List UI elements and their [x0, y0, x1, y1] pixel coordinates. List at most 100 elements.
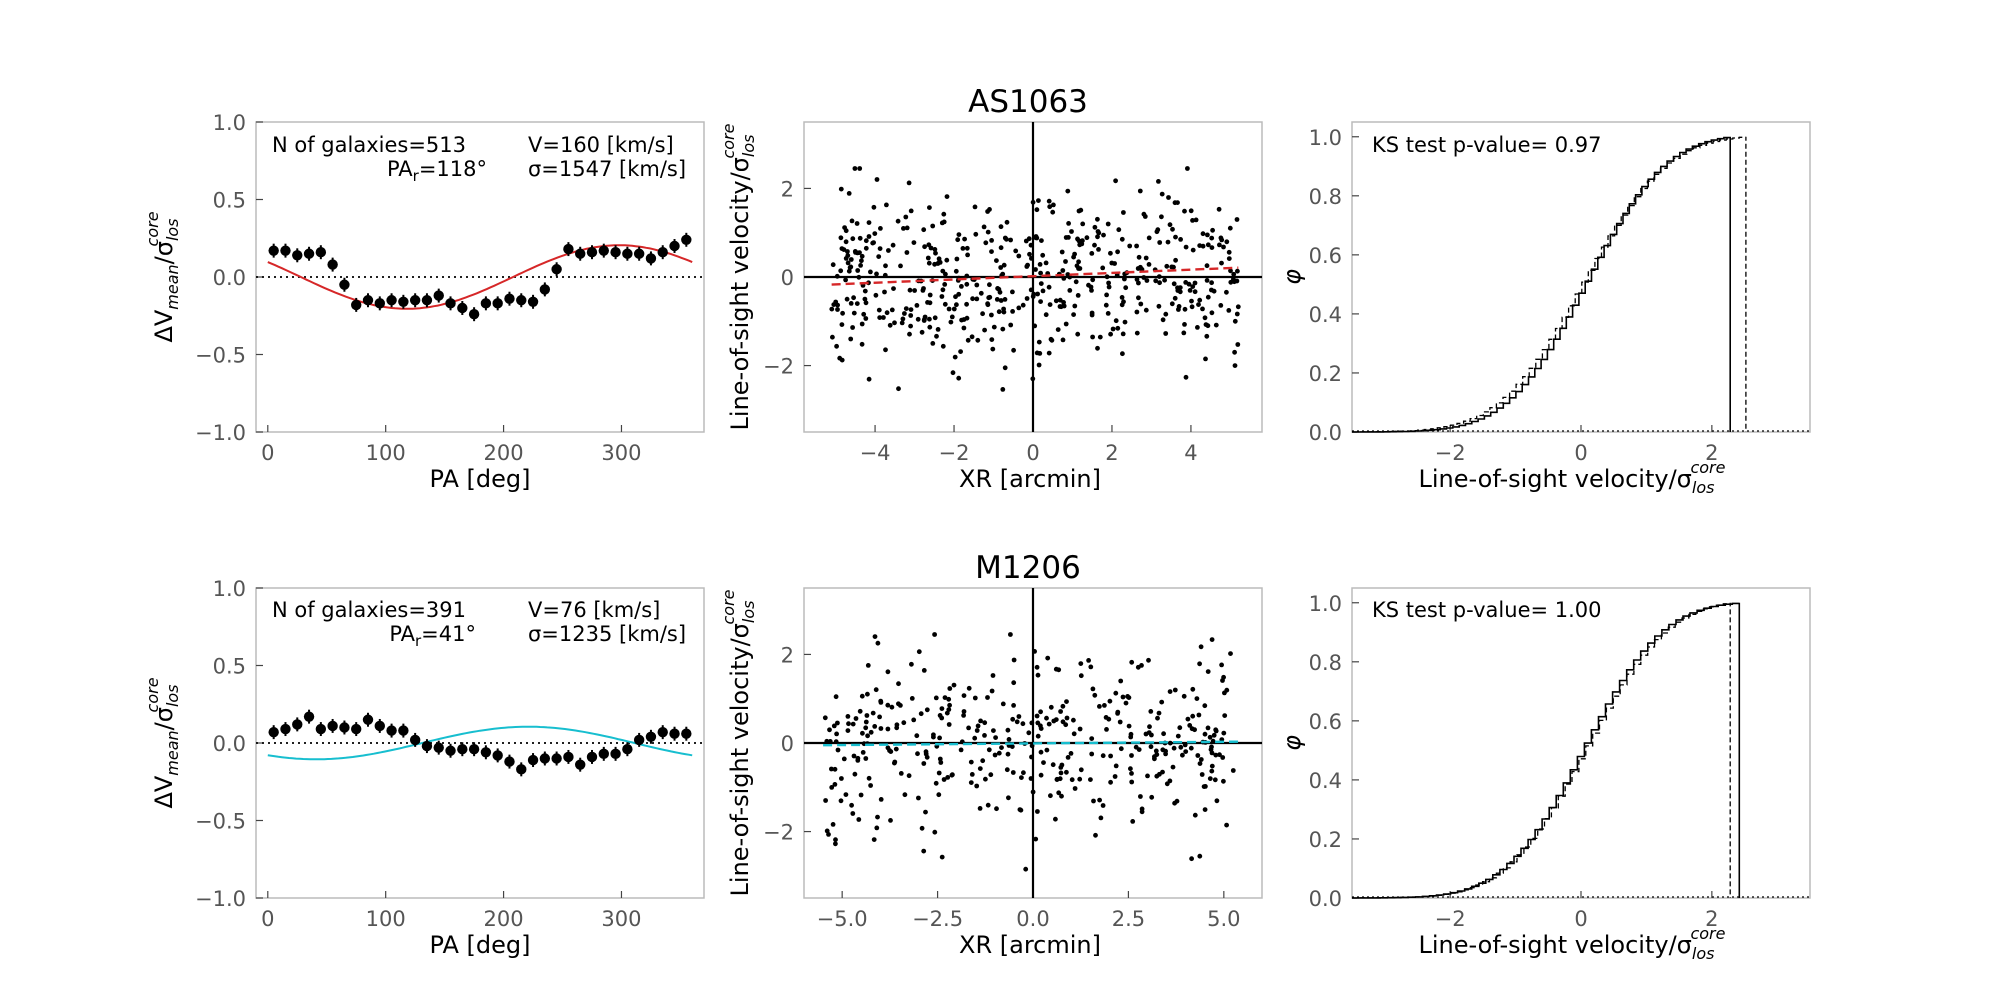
x-tick-label: −2 — [939, 441, 970, 465]
scatter-point — [974, 783, 980, 789]
scatter-point — [1064, 769, 1069, 775]
scatter-point — [862, 296, 868, 302]
scatter-point — [838, 798, 844, 804]
scatter-point — [1160, 747, 1166, 753]
scatter-point — [1129, 771, 1134, 776]
scatter-point — [981, 224, 987, 230]
scatter-point — [1008, 237, 1013, 243]
data-point — [409, 295, 421, 306]
data-point — [681, 234, 692, 245]
scatter-point — [983, 240, 989, 246]
scatter-point — [1005, 751, 1011, 757]
scatter-point — [1033, 836, 1039, 842]
scatter-point — [1066, 221, 1071, 226]
x-tick-label: −5.0 — [817, 907, 868, 931]
y-tick-label: −2 — [763, 355, 794, 379]
scatter-point — [1198, 644, 1204, 650]
scatter-point — [853, 716, 859, 721]
scatter-point — [868, 729, 874, 735]
scatter-point — [921, 668, 927, 673]
scatter-point — [932, 247, 938, 252]
scatter-point — [961, 709, 967, 714]
scatter-point — [848, 257, 854, 262]
scatter-point — [1235, 268, 1240, 274]
scatter-point — [919, 329, 925, 335]
cdf-bottom-marks: −2 0 2 0.0 0.2 0.4 0.6 0.8 1.0 — [1309, 592, 1810, 931]
scatter-point — [1011, 347, 1016, 353]
scatter-point — [860, 730, 865, 736]
scatter-point — [874, 271, 879, 277]
scatter-point — [954, 302, 959, 308]
scatter-point — [1224, 687, 1230, 693]
scatter-point — [1090, 334, 1095, 340]
xlabel-sub: los — [1692, 478, 1715, 497]
scatter-point — [857, 708, 863, 714]
scatter-point — [1067, 288, 1073, 293]
scatter-point — [931, 734, 936, 740]
scatter-point — [932, 315, 938, 321]
scatter-point — [1058, 709, 1063, 714]
scatter-point — [1097, 704, 1102, 709]
scatter-point — [1104, 727, 1109, 732]
scatter-point — [1006, 737, 1012, 742]
scatter-point — [955, 237, 961, 243]
scatter-point — [1010, 289, 1015, 295]
scatter-point — [1226, 256, 1232, 261]
data-point — [657, 247, 668, 258]
scatter-point — [1063, 259, 1068, 264]
scatter-point — [940, 268, 946, 274]
scatter-point — [1115, 249, 1120, 255]
scatter-point — [834, 343, 839, 349]
scatter-point — [1118, 678, 1124, 684]
panel-title: M1206 — [975, 550, 1081, 586]
scatter-point — [1095, 229, 1101, 234]
scatter-point — [1036, 339, 1042, 345]
scatter-point — [1010, 770, 1016, 775]
scatter-point — [1190, 686, 1196, 692]
scatter-point — [1016, 305, 1022, 311]
scatter-point — [1069, 229, 1074, 234]
scatter-point — [1205, 242, 1211, 248]
scatter-point — [1220, 755, 1226, 760]
scatter-bottom-marks: −5.0 −2.5 0.0 2.5 5.0 −2 0 2 — [763, 588, 1262, 931]
scatter-point — [906, 773, 912, 779]
scatter-point — [874, 825, 880, 831]
scatter-point — [866, 220, 872, 226]
scatter-point — [940, 287, 946, 293]
scatter-point — [850, 811, 856, 816]
scatter-point — [1159, 699, 1165, 705]
scatter-point — [1129, 753, 1134, 758]
data-point — [575, 759, 586, 770]
data-point — [669, 240, 680, 252]
scatter-point — [845, 728, 851, 733]
data-point — [468, 309, 480, 320]
annotation-sigma: σ=1547 [km/s] — [528, 157, 686, 181]
scatter-point — [1159, 214, 1164, 220]
scatter-point — [1148, 709, 1154, 714]
scatter-point — [1120, 694, 1126, 700]
scatter-point — [986, 747, 992, 753]
scatter-point — [916, 649, 922, 655]
scatter-point — [1234, 278, 1240, 284]
scatter-point — [893, 746, 899, 752]
scatter-point — [1209, 235, 1215, 241]
scatter-point — [1198, 757, 1204, 762]
y-tick-label: 0.2 — [1309, 362, 1342, 386]
scatter-point — [996, 286, 1002, 292]
data-point — [645, 253, 657, 264]
scatter-point — [1065, 272, 1071, 277]
scatter-point — [985, 695, 990, 700]
scatter-point — [996, 750, 1002, 756]
scatter-point — [1189, 304, 1195, 310]
scatter-point — [1221, 244, 1226, 250]
scatter-point — [983, 776, 988, 782]
scatter-point — [1167, 222, 1173, 228]
scatter-point — [892, 320, 897, 326]
scatter-point — [896, 681, 901, 687]
scatter-point — [1197, 297, 1203, 303]
scatter-point — [940, 343, 946, 349]
data-point — [669, 728, 680, 739]
scatter-point — [908, 313, 914, 318]
scatter-point — [1119, 302, 1125, 308]
